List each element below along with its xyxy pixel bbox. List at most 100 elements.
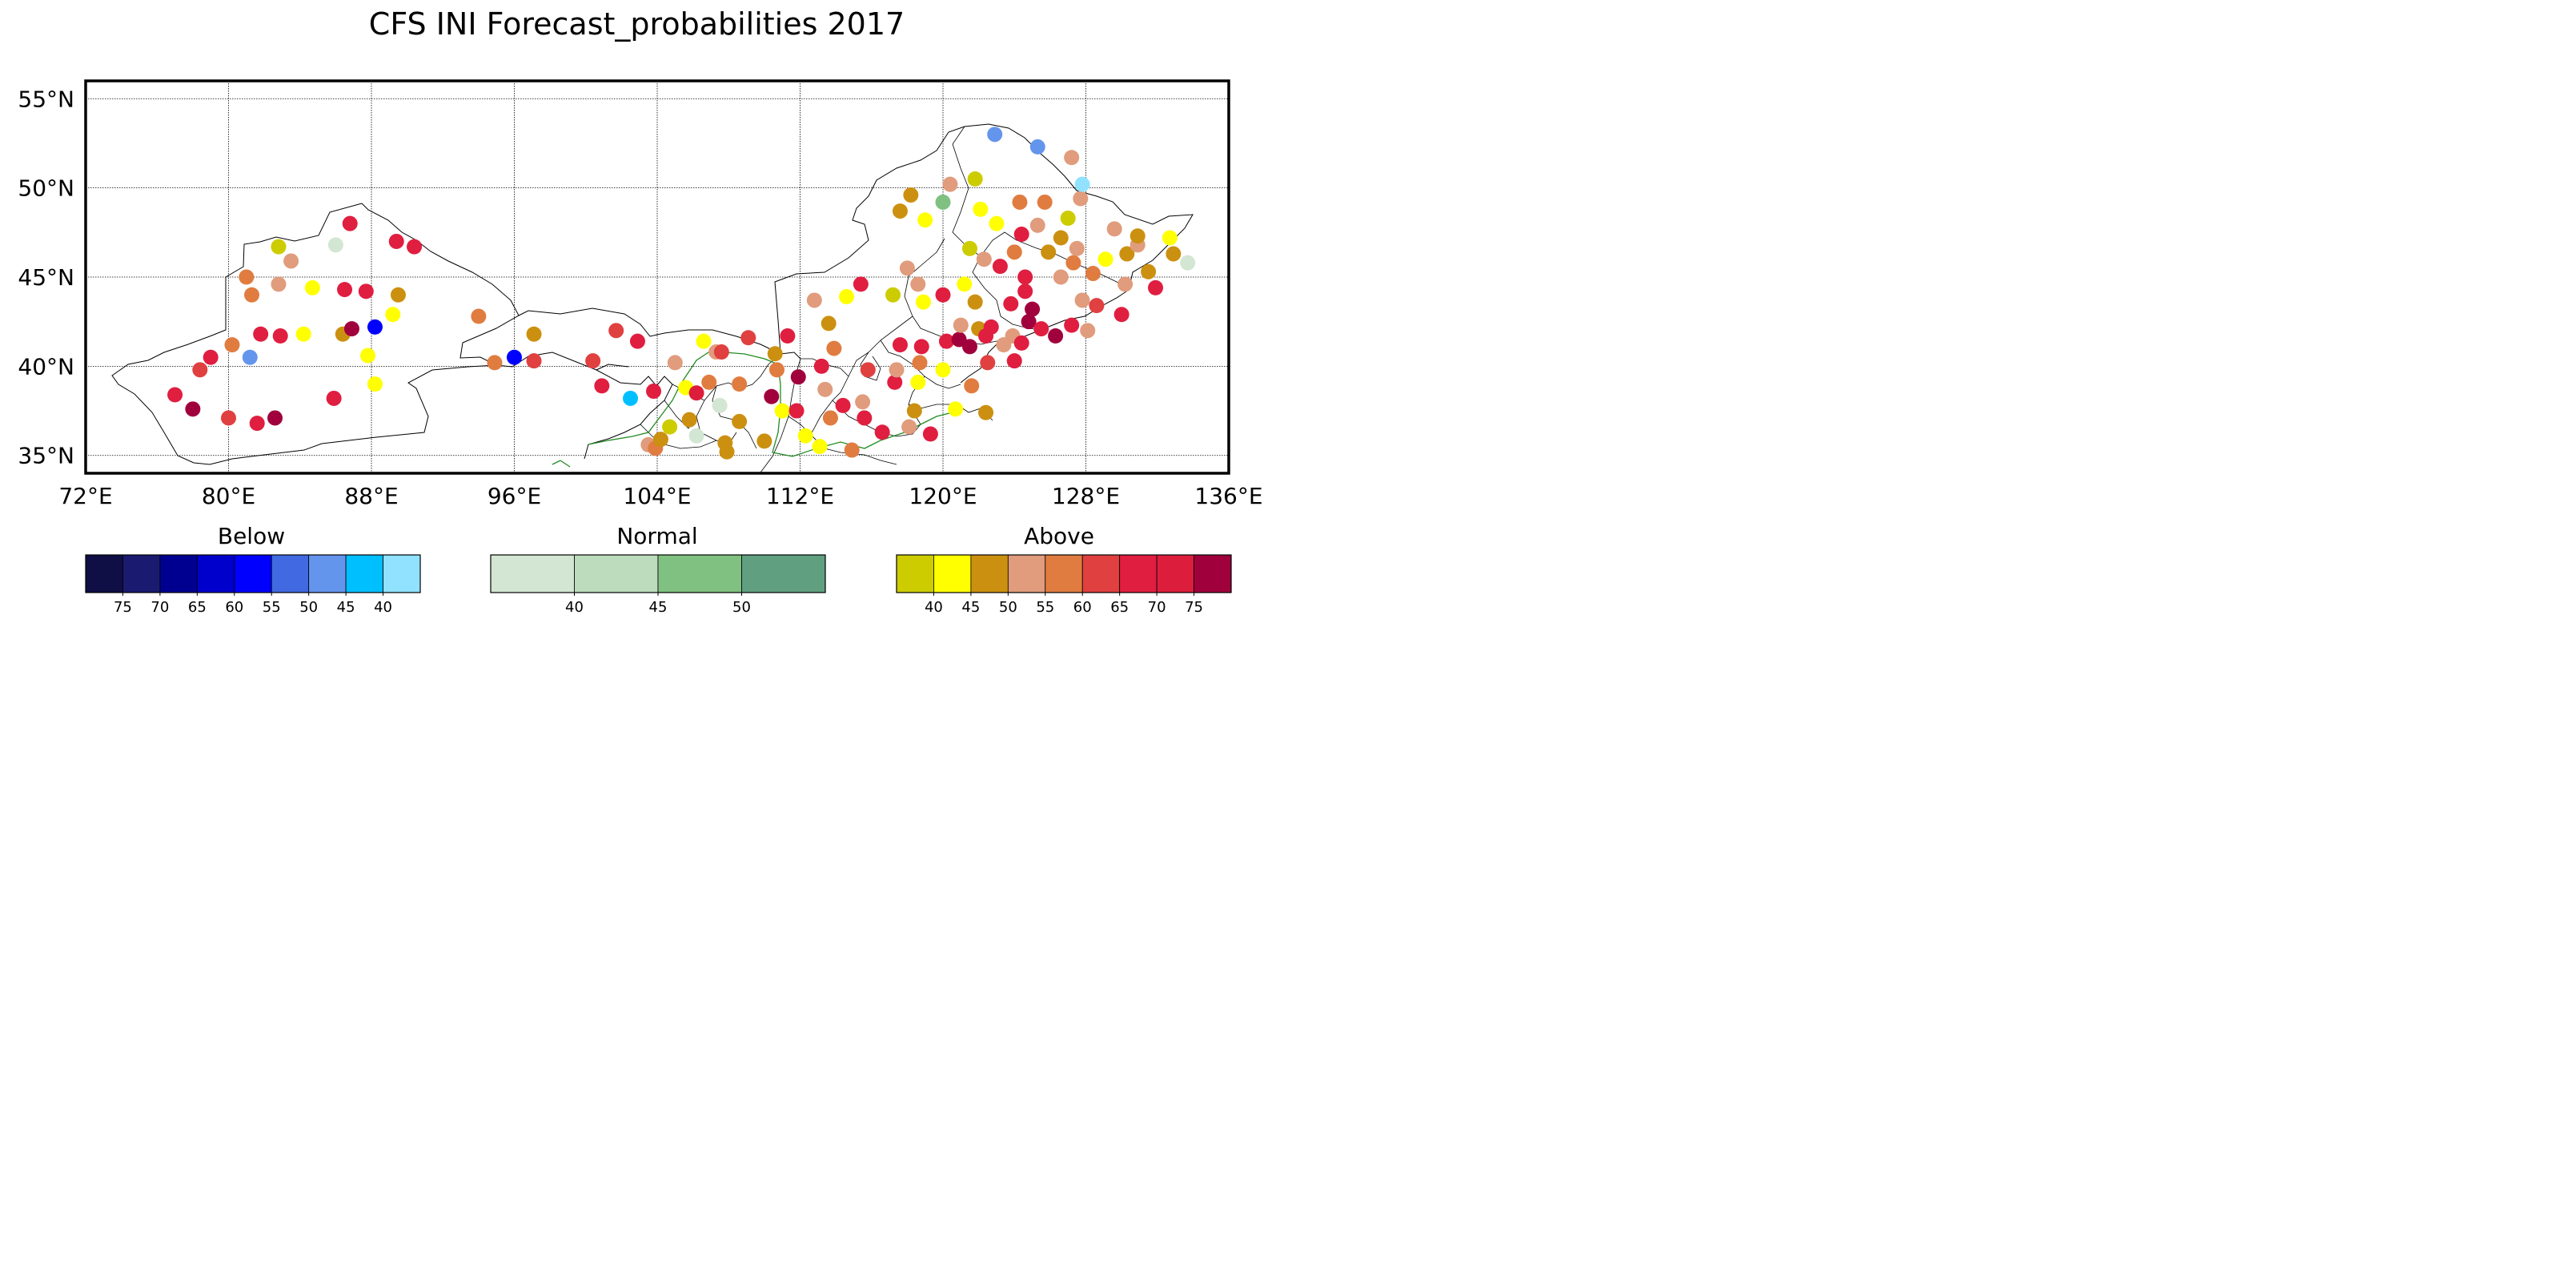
station-marker bbox=[983, 319, 999, 335]
station-marker bbox=[797, 428, 813, 444]
station-marker bbox=[1080, 323, 1096, 339]
station-marker bbox=[1033, 321, 1049, 337]
colorbar-swatch bbox=[574, 554, 659, 593]
colorbar-swatch bbox=[234, 554, 272, 593]
colorbar-swatch bbox=[896, 554, 934, 593]
station-marker bbox=[681, 412, 697, 428]
station-marker bbox=[892, 203, 908, 219]
station-marker bbox=[915, 294, 931, 310]
station-marker bbox=[874, 424, 890, 440]
station-marker bbox=[271, 239, 287, 255]
station-marker bbox=[844, 442, 860, 458]
station-marker bbox=[471, 308, 487, 324]
station-marker bbox=[957, 276, 973, 292]
forecast-map-figure: 72°E 80°E 88°E 96°E 104°E 112°E 120°E 128°E 136°… bbox=[18, 79, 1263, 616]
station-marker bbox=[407, 239, 423, 255]
colorbar-swatch bbox=[1194, 554, 1232, 593]
station-marker bbox=[1053, 269, 1069, 285]
colorbar-frame bbox=[85, 554, 421, 593]
station-marker bbox=[1119, 246, 1135, 262]
station-marker bbox=[327, 237, 343, 253]
station-marker bbox=[1053, 230, 1069, 246]
station-marker bbox=[696, 333, 712, 349]
station-marker bbox=[185, 401, 201, 417]
station-marker bbox=[507, 349, 522, 365]
station-marker bbox=[1106, 221, 1122, 237]
station-marker bbox=[585, 353, 601, 369]
station-marker bbox=[910, 374, 926, 390]
station-marker bbox=[989, 215, 1005, 231]
colorbar-above-title: Above bbox=[1024, 523, 1094, 549]
station-marker bbox=[953, 317, 969, 333]
station-marker bbox=[646, 384, 662, 400]
station-marker bbox=[839, 289, 855, 304]
station-marker bbox=[667, 355, 683, 371]
colorbar-swatch bbox=[345, 554, 383, 593]
lon-tick-label: 72°E bbox=[58, 483, 112, 509]
station-marker bbox=[272, 328, 288, 344]
station-marker bbox=[1064, 317, 1080, 333]
colorbar-tick-label: 50 bbox=[999, 599, 1017, 616]
colorbar-swatch bbox=[159, 554, 198, 593]
station-marker bbox=[987, 127, 1003, 143]
station-marker bbox=[1117, 276, 1134, 292]
station-marker bbox=[917, 212, 933, 228]
station-marker bbox=[253, 326, 269, 342]
station-marker bbox=[1006, 244, 1022, 260]
station-marker bbox=[608, 323, 624, 339]
station-marker bbox=[1041, 244, 1057, 260]
station-marker bbox=[385, 307, 401, 323]
station-marker bbox=[1021, 314, 1037, 330]
colorbar-tick-label: 55 bbox=[263, 599, 281, 616]
colorbar-normal: Normal 40 45 50 bbox=[490, 523, 826, 616]
station-marker bbox=[903, 187, 919, 203]
station-marker bbox=[1180, 255, 1196, 271]
station-marker bbox=[249, 416, 265, 432]
station-marker bbox=[906, 403, 922, 419]
station-marker bbox=[961, 339, 977, 355]
colorbar-tick-label: 65 bbox=[1110, 599, 1129, 616]
map-title: CFS INI Forecast_probabilities 2017 bbox=[368, 6, 905, 42]
colorbar-swatch bbox=[1156, 554, 1194, 593]
station-marker bbox=[239, 269, 255, 285]
station-marker bbox=[938, 333, 954, 349]
colorbar-swatch bbox=[490, 554, 575, 593]
station-marker bbox=[768, 362, 784, 378]
colorbar-tick-label: 70 bbox=[150, 599, 169, 616]
station-marker bbox=[899, 260, 915, 276]
station-marker bbox=[1166, 246, 1182, 262]
station-marker bbox=[855, 394, 871, 410]
colorbar-tick-label: 55 bbox=[1036, 599, 1054, 616]
station-marker bbox=[1130, 228, 1146, 244]
colorbar-above: Above 40 45 50 55 60 65 70 75 bbox=[896, 523, 1232, 616]
colorbar-tick-label: 75 bbox=[114, 599, 132, 616]
colorbar-tick-label: 75 bbox=[1185, 599, 1203, 616]
lon-tick-label: 88°E bbox=[344, 483, 398, 509]
station-marker bbox=[629, 333, 645, 349]
colorbar-swatch bbox=[196, 554, 235, 593]
colorbar-tick-label: 45 bbox=[961, 599, 980, 616]
station-marker bbox=[203, 349, 219, 365]
lon-tick-label: 96°E bbox=[488, 483, 541, 509]
colorbar-tick-label: 60 bbox=[1073, 599, 1092, 616]
lon-tick-label: 80°E bbox=[202, 483, 255, 509]
province-lines-central bbox=[640, 353, 897, 473]
station-marker bbox=[1013, 335, 1029, 351]
colorbar-tick-label: 45 bbox=[649, 599, 668, 616]
station-marker bbox=[961, 240, 977, 256]
station-marker bbox=[887, 374, 903, 390]
station-marker bbox=[935, 287, 951, 303]
colorbar-swatch bbox=[970, 554, 1009, 593]
station-marker bbox=[910, 276, 926, 292]
station-marker bbox=[1017, 283, 1033, 299]
station-marker bbox=[267, 410, 283, 426]
station-marker bbox=[813, 358, 829, 374]
station-marker bbox=[967, 171, 983, 187]
station-marker bbox=[1097, 251, 1113, 267]
lat-tick-label: 45°N bbox=[18, 264, 74, 291]
station-marker bbox=[774, 403, 790, 419]
station-marker bbox=[951, 332, 967, 348]
longitude-tick-labels: 72°E 80°E 88°E 96°E 104°E 112°E 120°E 128°E 136°… bbox=[58, 483, 1262, 509]
station-marker bbox=[756, 433, 772, 449]
station-marker bbox=[889, 362, 905, 378]
